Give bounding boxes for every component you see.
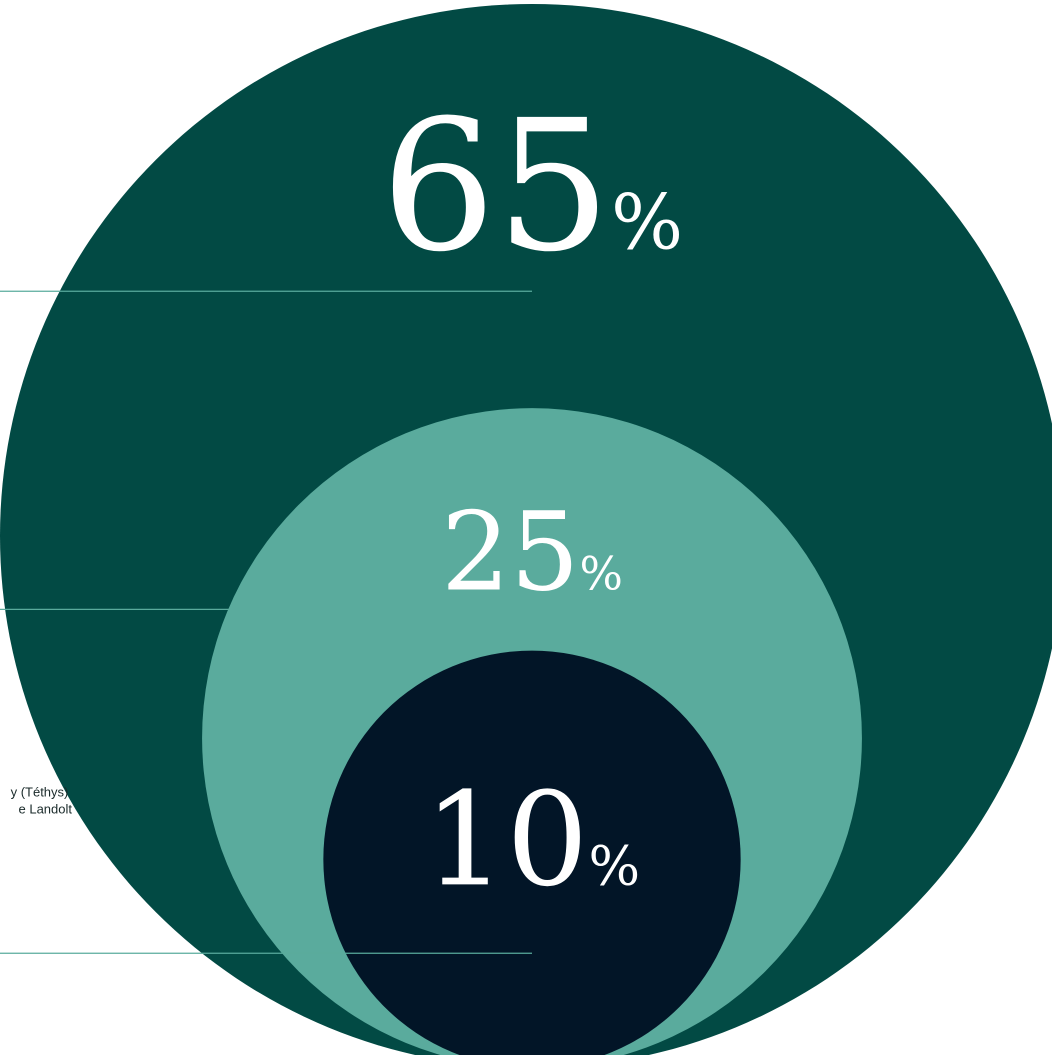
value-label-25: 25% [441, 489, 623, 616]
value-unit-65: % [611, 178, 683, 267]
value-unit-25: % [580, 548, 623, 601]
value-label-65: 65% [381, 81, 683, 292]
bubble-10 [323, 650, 741, 1055]
annotation-text: y (Téthys) e Landolt [11, 785, 73, 817]
value-label-10: 10% [424, 764, 640, 915]
annotation-line-1: y (Téthys) [11, 785, 69, 800]
value-number-10: 10 [424, 764, 589, 915]
value-number-25: 25 [441, 489, 580, 616]
value-number-65: 65 [381, 81, 611, 292]
value-unit-10: % [588, 834, 640, 897]
annotation-line-2: e Landolt [19, 802, 73, 817]
